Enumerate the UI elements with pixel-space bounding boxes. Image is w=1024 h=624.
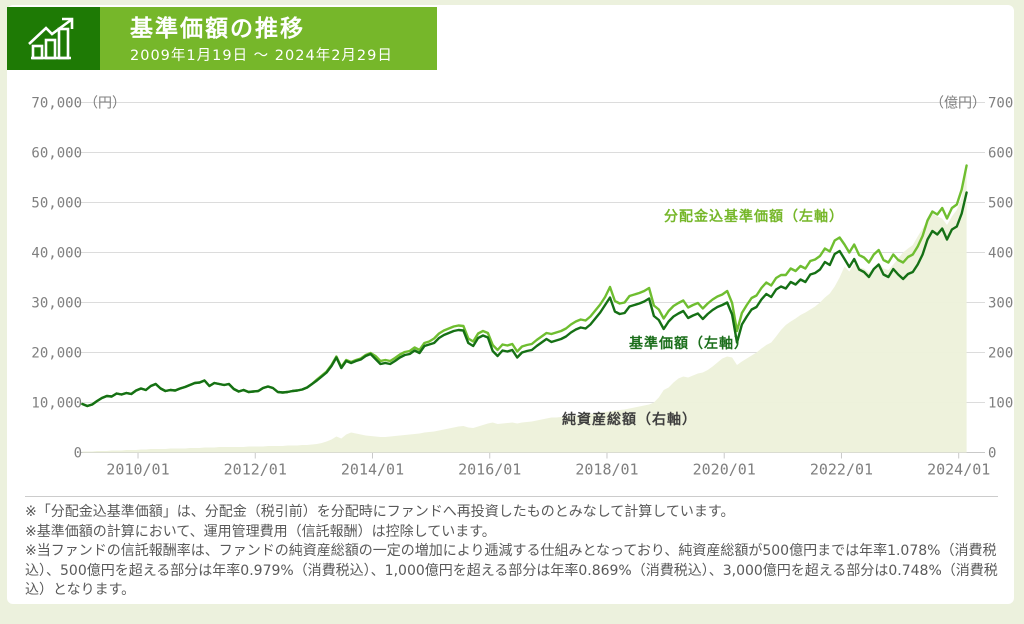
growth-chart-icon	[7, 7, 100, 70]
footnote-3: ※当ファンドの信託報酬率は、ファンドの純資産総額の一定の増加により逓減する仕組み…	[25, 543, 998, 598]
chart-title-bar: 基準価額の推移 2009年1月19日 ～ 2024年2月29日	[100, 7, 437, 70]
footnote-1: ※「分配金込基準価額」は、分配金（税引前）を分配時にファンドへ再投資したものとみ…	[25, 504, 735, 520]
chart-period: 2009年1月19日 ～ 2024年2月29日	[130, 48, 393, 64]
footer-divider	[25, 496, 998, 497]
footnotes: ※「分配金込基準価額」は、分配金（税引前）を分配時にファンドへ再投資したものとみ…	[25, 503, 1012, 601]
bar-chart-arrow-icon	[27, 17, 73, 59]
chart-header: 基準価額の推移 2009年1月19日 ～ 2024年2月29日	[7, 7, 437, 70]
series-label-incl-nav: 分配金込基準価額（左軸）	[664, 209, 844, 225]
series-label-assets: 純資産総額（右軸）	[562, 412, 697, 428]
chart-title: 基準価額の推移	[130, 16, 305, 42]
series-label-nav: 基準価額（左軸）	[629, 336, 749, 352]
footnote-2: ※基準価額の計算において、運用管理費用（信託報酬）は控除しています。	[25, 523, 496, 540]
